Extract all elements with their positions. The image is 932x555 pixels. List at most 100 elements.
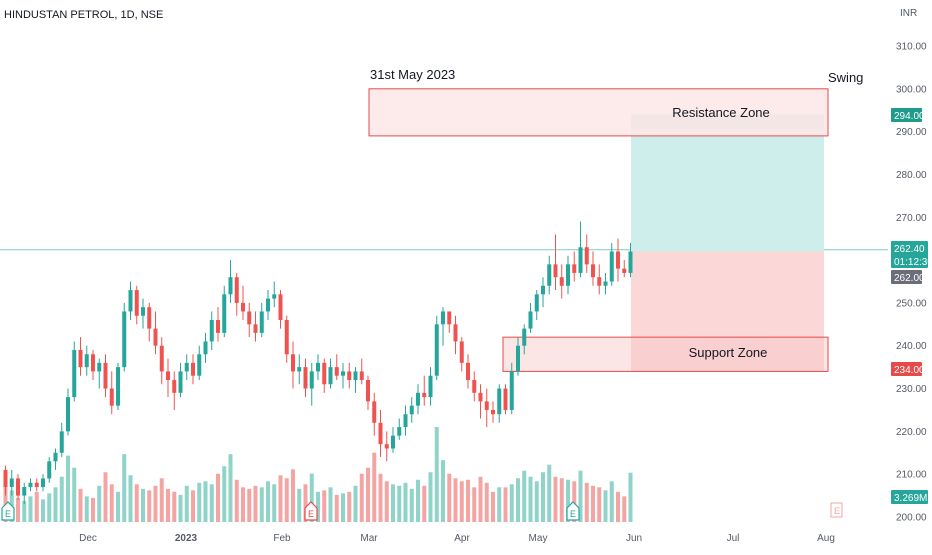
candle [103,354,108,398]
candle [334,354,339,380]
candle [447,311,452,333]
volume-bar [84,496,89,522]
volume-bar [184,485,189,522]
volume-bar [78,488,83,522]
candle [466,354,470,389]
volume-bar [41,499,45,522]
earnings-marker[interactable]: E [1,501,15,521]
volume-bar [366,467,370,522]
earnings-marker[interactable]: E [566,501,580,521]
candle [522,324,527,355]
earnings-marker[interactable]: E [304,501,318,521]
candle [491,401,495,423]
volume-bar [597,487,602,522]
candle [116,362,120,410]
volume-bar [534,481,539,522]
volume-bar [522,470,527,522]
candle [22,482,27,505]
volume-bar [341,493,345,522]
candle [628,242,633,278]
candle [603,272,608,295]
candle [566,255,570,295]
volume-bar [122,454,127,522]
target-price-tag: 294.00 [891,108,925,122]
volume-bar [528,476,533,522]
volume-bars [3,427,633,522]
time-tick-label: Dec [79,533,97,544]
volume-bar [397,485,402,522]
volume-bar [66,455,70,522]
candle [503,384,508,415]
candle [616,238,620,282]
candle [372,392,377,436]
volume-bar [609,481,614,522]
candle [591,251,595,286]
volume-bar [516,478,520,522]
candle [284,315,289,363]
volume-bar [297,488,302,522]
volume-bar [278,475,283,522]
volume-bar [303,484,308,522]
candle [422,375,427,406]
volume-bar [372,452,377,522]
stop-price-tag: 234.00 [891,362,925,376]
candle [403,405,408,436]
candle [416,384,420,415]
time-tick-label: Mar [360,533,378,544]
support-zone-label: Support Zone [689,345,768,360]
volume-bar [497,487,502,522]
candle [91,350,95,380]
svg-text:294.00: 294.00 [894,111,925,122]
symbol-title: HINDUSTAN PETROL, 1D, NSE [4,9,163,21]
volume-bar [16,497,20,522]
candle [291,341,295,389]
volume-bar [172,491,177,522]
price-tick-label: 300.00 [896,84,927,95]
candle [441,307,445,346]
candle [341,362,345,389]
candle [266,290,270,321]
time-tick-label: 2023 [175,533,198,544]
volume-bar [322,490,327,522]
candle [97,358,102,389]
support-zone[interactable] [502,336,829,372]
candle [16,474,20,500]
volume-bar [197,482,202,522]
volume-bar [59,476,64,522]
candle [378,409,383,458]
candle [366,375,370,410]
volume-bar [578,470,583,522]
volume-bar [128,475,133,522]
volume-bar [566,479,570,522]
volume-bar [316,491,320,522]
candle [309,362,314,406]
candle [153,311,158,355]
time-tick-label: May [529,533,548,544]
price-tick-label: 250.00 [896,298,927,309]
earnings-marker-future[interactable]: E [830,502,843,518]
candle [397,418,402,440]
candle [278,290,283,329]
volume-bar [191,490,195,522]
volume-bar [234,479,239,522]
volume-bar [503,487,508,522]
volume-bar [116,491,120,522]
candle [197,345,202,380]
volume-bar [53,487,58,522]
candle [28,478,33,492]
resistance-zone[interactable] [368,88,829,137]
candle [72,341,77,402]
time-axis[interactable]: Dec 2023 Feb Mar Apr May Jun Jul Aug [79,533,835,544]
candle [172,371,177,410]
price-tick-label: 200.00 [896,513,927,524]
volume-bar [159,478,164,522]
candle [141,298,145,329]
candle [409,397,414,423]
price-tick-label: 280.00 [896,170,927,181]
date-annotation: 31st May 2023 [370,67,455,82]
volume-bar [391,484,395,522]
volume-bar [216,473,220,522]
volume-bar [428,472,433,522]
